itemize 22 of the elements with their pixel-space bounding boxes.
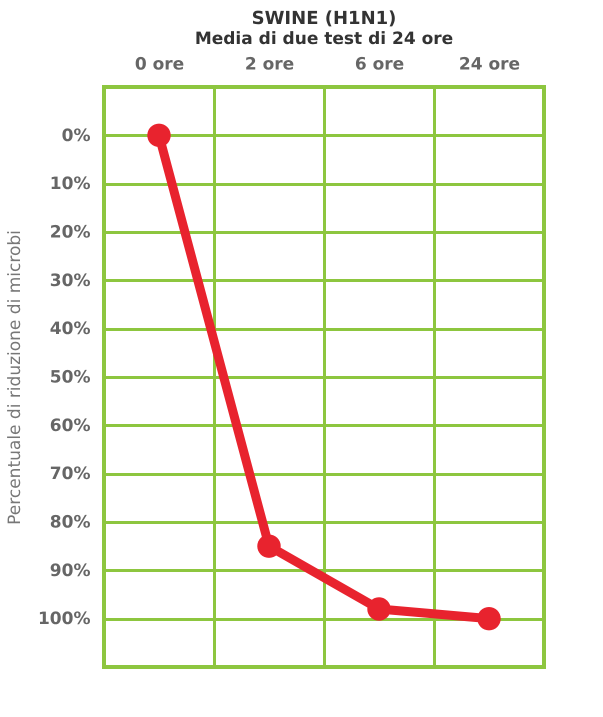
y-tick-label: 90% bbox=[50, 560, 90, 581]
point bbox=[367, 597, 391, 621]
chart-subtitle: Media di due test di 24 ore bbox=[194, 29, 454, 49]
y-tick-label: 0% bbox=[62, 126, 90, 146]
point bbox=[257, 534, 281, 558]
point bbox=[477, 606, 501, 630]
y-tick-label: 20% bbox=[50, 222, 90, 242]
y-tick-label: 30% bbox=[50, 270, 90, 291]
y-tick-label: 50% bbox=[50, 368, 90, 388]
y-tick-label: 100% bbox=[38, 609, 90, 630]
y-tick-label: 60% bbox=[50, 416, 90, 436]
x-tick-label: 0 ore bbox=[134, 54, 184, 74]
x-tick-label: 24 ore bbox=[458, 54, 520, 74]
point bbox=[147, 124, 171, 148]
x-tick-label: 2 ore bbox=[244, 54, 294, 74]
chart-title: SWINE (H1N1) bbox=[252, 8, 396, 29]
x-tick-label: 6 ore bbox=[354, 54, 404, 74]
y-tick-label: 40% bbox=[50, 319, 90, 340]
y-tick-label: 80% bbox=[50, 512, 90, 532]
y-tick-label: 70% bbox=[50, 464, 90, 484]
y-tick-label: 10% bbox=[50, 174, 90, 194]
y-axis-title: Percentuale di riduzione di microbi bbox=[4, 230, 25, 525]
